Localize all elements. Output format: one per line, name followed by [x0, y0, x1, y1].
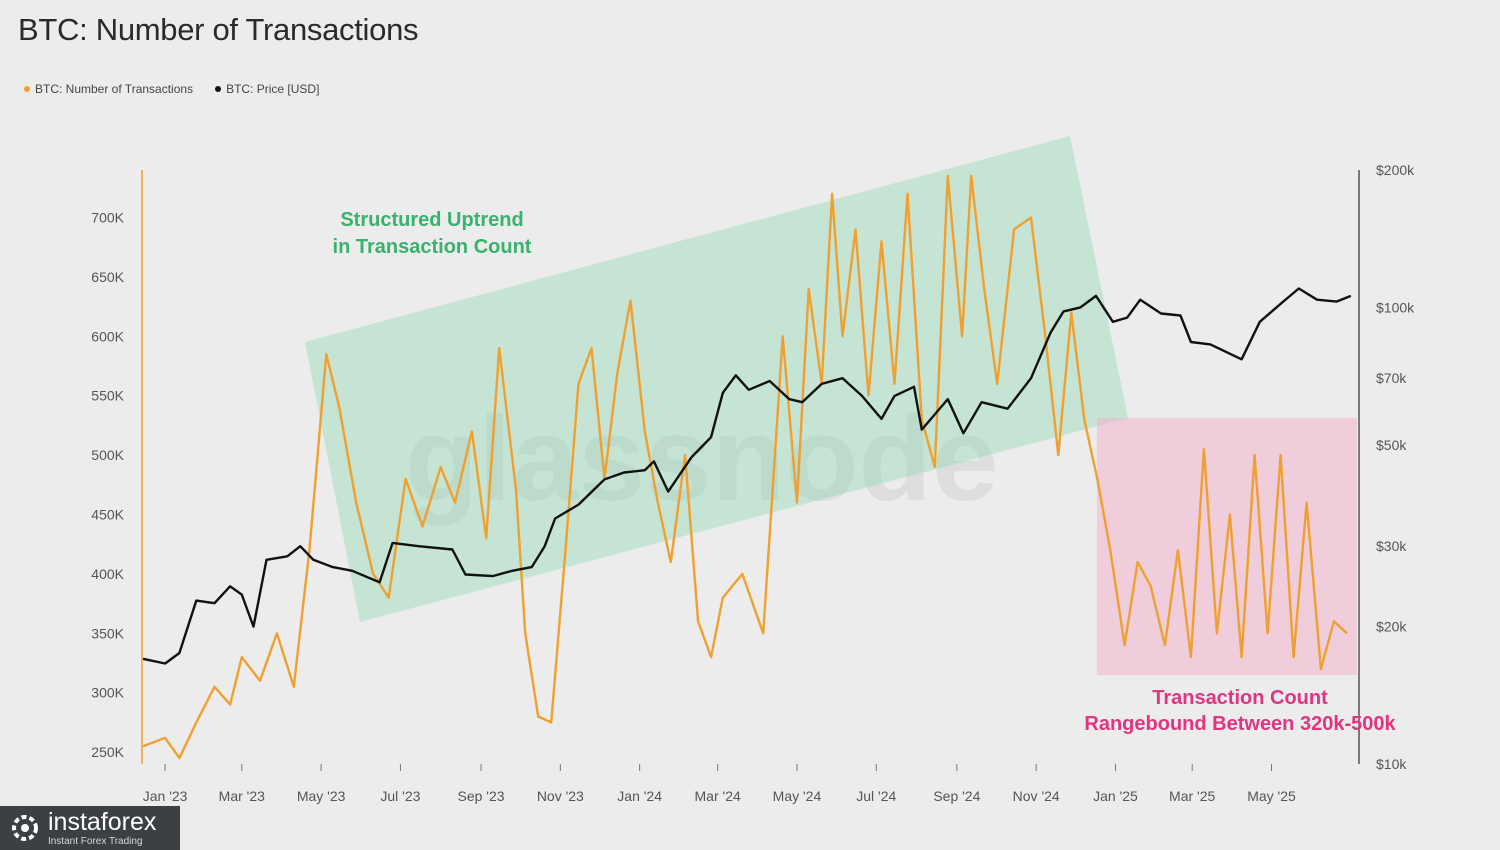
gear-logo-icon: [12, 815, 38, 841]
annotation-range-line1: Transaction Count: [1152, 687, 1328, 709]
x-tick-label: Nov '24: [1013, 788, 1060, 804]
brand-name: instaforex: [48, 807, 157, 836]
x-tick-label: Jul '24: [856, 788, 896, 804]
x-tick-label: Nov '23: [537, 788, 584, 804]
x-tick-label: Sep '23: [458, 788, 505, 804]
left-tick-label: 550K: [91, 388, 124, 404]
left-tick-label: 600K: [91, 328, 124, 344]
right-tick-label: $30k: [1376, 538, 1407, 554]
right-tick-label: $100k: [1376, 299, 1415, 315]
left-tick-label: 400K: [91, 566, 124, 582]
left-tick-label: 700K: [91, 210, 124, 226]
series-transactions-line: [142, 174, 1348, 760]
legend-label-price: BTC: Price [USD]: [226, 82, 320, 96]
x-axis: Jan '23 Mar '23 May '23 Jul '23 Sep '23 Nov '…: [143, 764, 1296, 804]
left-axis: 250K 300K 350K 400K 450K 500K 550K 600K 650K 700K: [91, 210, 124, 761]
legend-dot-orange: [24, 86, 30, 92]
x-tick-label: Jul '23: [380, 788, 420, 804]
right-tick-label: $10k: [1376, 756, 1407, 772]
x-tick-label: Mar '24: [695, 788, 741, 804]
annotation-uptrend-line1: Structured Uptrend: [340, 209, 523, 231]
x-tick-label: Jan '24: [617, 788, 662, 804]
annotation-range-line2: Rangebound Between 320k-500k: [1084, 713, 1396, 735]
right-tick-label: $200k: [1376, 162, 1415, 178]
right-tick-label: $70k: [1376, 370, 1407, 386]
left-tick-label: 650K: [91, 269, 124, 285]
legend-item-price[interactable]: BTC: Price [USD]: [215, 82, 319, 96]
legend-item-transactions[interactable]: BTC: Number of Transactions: [24, 82, 193, 96]
right-tick-label: $50k: [1376, 437, 1407, 453]
watermark-text: glassnode: [405, 392, 999, 526]
x-tick-label: Sep '24: [933, 788, 980, 804]
x-tick-label: May '24: [773, 788, 822, 804]
uptrend-channel-zone: [305, 136, 1128, 622]
left-tick-label: 450K: [91, 507, 124, 523]
right-axis: $10k $20k $30k $50k $70k $100k $200k: [1376, 162, 1415, 772]
left-tick-label: 500K: [91, 447, 124, 463]
legend: BTC: Number of Transactions BTC: Price […: [24, 82, 319, 96]
chart-title: BTC: Number of Transactions: [18, 12, 419, 47]
left-tick-label: 250K: [91, 744, 124, 760]
brand-tagline: Instant Forex Trading: [48, 835, 143, 847]
legend-label-transactions: BTC: Number of Transactions: [35, 82, 194, 96]
x-tick-label: Mar '25: [1169, 788, 1215, 804]
x-tick-label: May '23: [297, 788, 346, 804]
x-tick-label: Jan '25: [1093, 788, 1138, 804]
legend-dot-black: [215, 86, 222, 92]
left-tick-label: 300K: [91, 685, 124, 701]
series-price-line: [142, 287, 1352, 665]
annotation-uptrend-line2: in Transaction Count: [333, 236, 532, 258]
x-tick-label: May '25: [1247, 788, 1296, 804]
x-tick-label: Jan '23: [143, 788, 188, 804]
x-tick-label: Mar '23: [219, 788, 265, 804]
left-tick-label: 350K: [91, 625, 124, 641]
right-tick-label: $20k: [1376, 619, 1407, 635]
brand-badge[interactable]: instaforex Instant Forex Trading: [0, 806, 180, 850]
